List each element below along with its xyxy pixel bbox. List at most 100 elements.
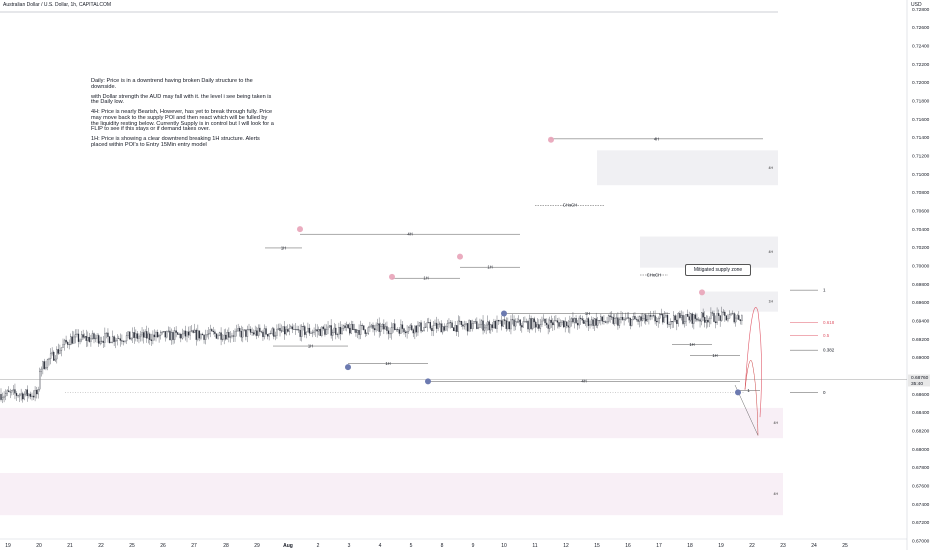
candle-body — [170, 332, 173, 341]
time-tick-label: 12 — [563, 543, 569, 549]
candle-body — [451, 322, 453, 328]
price-tick-label: 0.71600 — [912, 117, 930, 123]
candle-body — [31, 395, 33, 397]
candle-body — [645, 314, 647, 322]
candle-body — [384, 326, 387, 330]
candle-body — [400, 324, 402, 334]
candle-body — [314, 329, 317, 332]
candle-body — [110, 341, 112, 344]
candle-body — [603, 321, 605, 322]
candle-body — [443, 326, 445, 331]
candle-body — [102, 340, 104, 343]
candle-body — [155, 332, 157, 338]
time-tick-label: 21 — [67, 543, 73, 549]
candle-body — [690, 313, 692, 321]
candle-body — [124, 340, 126, 342]
candle-body — [600, 316, 602, 321]
zone-label: 4H — [769, 166, 774, 170]
candle-body — [367, 327, 370, 334]
candle-body — [592, 319, 594, 326]
candle-body — [259, 327, 261, 332]
candle-body — [152, 334, 154, 341]
candle-body — [23, 393, 25, 400]
candle-body — [711, 312, 714, 314]
candle-body — [651, 315, 653, 317]
candle-body — [535, 321, 537, 328]
candle-body — [561, 320, 563, 323]
candle-body — [197, 330, 199, 340]
fib-label: 0.382 — [823, 348, 835, 353]
candle-body — [263, 328, 266, 338]
candle-body — [648, 315, 650, 320]
candle-body — [466, 323, 469, 332]
candle-body — [141, 332, 143, 336]
candle-body — [325, 329, 328, 335]
candle-body — [383, 324, 385, 330]
price-tick-label: 0.71400 — [912, 135, 930, 141]
candle-body — [465, 323, 467, 326]
candle-body — [12, 389, 15, 391]
candle-body — [448, 322, 450, 324]
candle-body — [304, 326, 306, 335]
fib-label: 0.5 — [823, 333, 830, 338]
candle-body — [212, 330, 215, 333]
candle-body — [398, 329, 401, 334]
candle-body — [327, 326, 329, 330]
structure-label: CHoCH — [647, 272, 661, 277]
structure-label: 4H — [654, 136, 659, 141]
candle-body — [25, 389, 27, 395]
candle-body — [539, 324, 542, 329]
candle-body — [271, 328, 273, 334]
candle-body — [57, 349, 59, 354]
candle-body — [167, 330, 170, 332]
candle-body — [175, 330, 177, 333]
last-price-badge — [908, 374, 930, 381]
candle-body — [358, 330, 360, 335]
candle-body — [530, 318, 532, 329]
candle-body — [395, 329, 397, 330]
candle-body — [274, 335, 277, 337]
zone-supply-1 — [640, 236, 778, 268]
structure-label: 1 — [747, 388, 750, 393]
candle-body — [226, 332, 228, 340]
candle-body — [208, 333, 210, 335]
price-tick-label: 0.70600 — [912, 209, 930, 215]
candle-body — [620, 317, 622, 320]
candle-body — [542, 318, 545, 322]
swing-low-marker — [425, 378, 431, 385]
note-1h: 1H: Price is showing a clear downtrend b… — [91, 136, 260, 148]
candle-body — [479, 324, 481, 328]
candle-body — [29, 393, 32, 397]
candle-body — [88, 336, 90, 342]
candle-body — [688, 316, 690, 321]
candle-body — [490, 324, 492, 331]
candle-body — [276, 329, 278, 336]
candle-body — [71, 336, 73, 344]
candle-body — [463, 324, 466, 327]
candle-body — [564, 321, 566, 328]
candle-body — [173, 330, 176, 340]
candle-body — [342, 325, 345, 329]
candle-body — [380, 326, 382, 332]
candle-body — [194, 329, 196, 333]
candle-body — [483, 327, 486, 331]
candle-body — [440, 323, 442, 333]
mitigated-supply-callout[interactable]: Mitigated supply zone — [685, 264, 751, 276]
candle-body — [733, 313, 735, 323]
candle-body — [79, 339, 81, 342]
candle-body — [370, 324, 373, 327]
candle-body — [676, 319, 678, 324]
candle-body — [104, 333, 106, 343]
candle-body — [99, 341, 101, 344]
candle-body — [133, 332, 135, 338]
swing-high-marker — [389, 273, 395, 280]
candle-body — [414, 325, 416, 334]
candle-body — [239, 328, 241, 332]
candle-body — [696, 318, 698, 321]
price-tick-label: 0.68000 — [912, 447, 930, 453]
price-tick-label: 0.72600 — [912, 25, 930, 31]
candle-body — [22, 393, 24, 400]
candle-body — [373, 328, 376, 331]
candle-body — [699, 319, 701, 322]
